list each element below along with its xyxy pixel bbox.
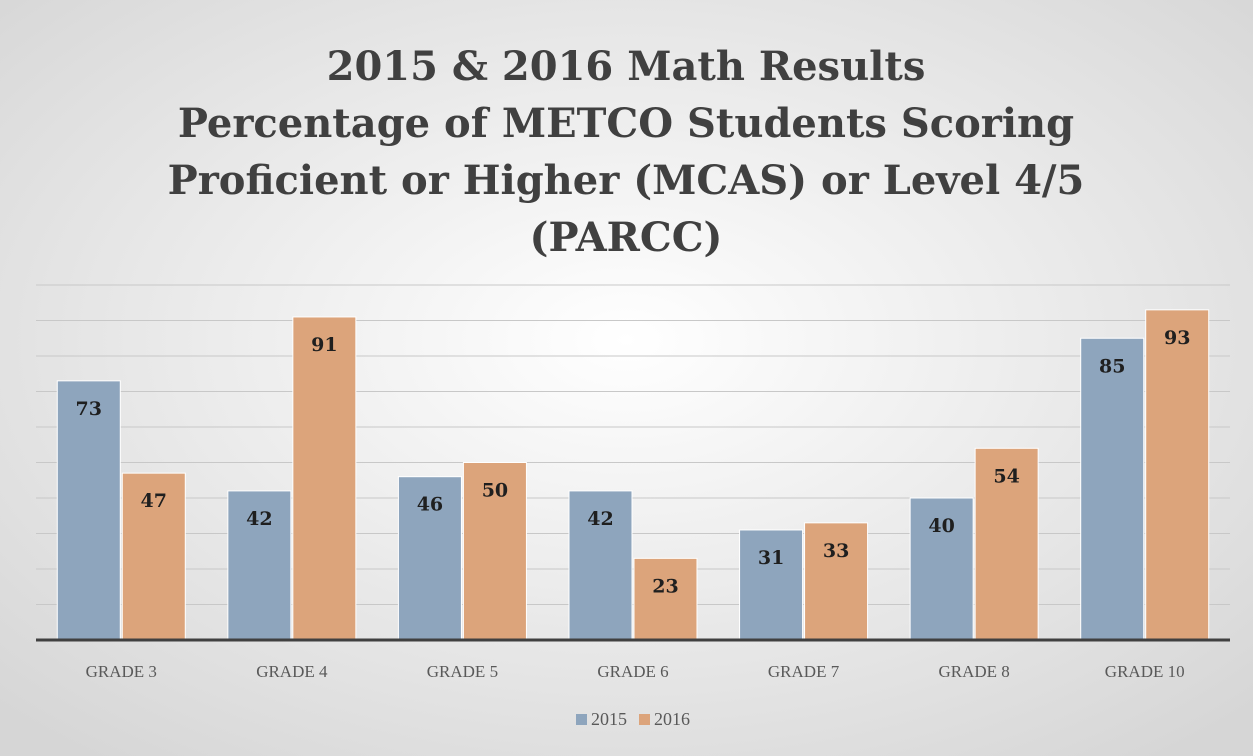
bar [909,497,974,641]
data-label: 54 [993,465,1019,487]
legend-swatch [639,714,650,725]
data-label: 47 [141,490,167,512]
bar [804,522,869,641]
data-label: 93 [1164,327,1190,349]
x-tick-label: GRADE 3 [86,662,157,681]
legend-label: 2015 [591,709,627,729]
bar [1080,337,1145,641]
data-label: 42 [587,508,613,530]
bar [739,529,804,641]
x-tick-label: GRADE 4 [256,662,328,681]
bar [227,490,292,641]
data-label: 23 [652,575,678,597]
x-tick-label: GRADE 7 [768,662,840,681]
chart-title: (PARCC) [530,214,723,261]
x-tick-label: GRADE 8 [938,662,1009,681]
bar [292,316,357,641]
chart-title: Percentage of METCO Students Scoring [178,100,1074,147]
bar [397,476,462,641]
chart-title: 2015 & 2016 Math Results [327,43,926,90]
x-tick-label: GRADE 5 [427,662,498,681]
legend-swatch [576,714,587,725]
x-tick-label: GRADE 10 [1105,662,1185,681]
data-label: 33 [823,540,849,562]
bar [1145,309,1210,641]
bar [121,472,186,641]
bar [56,380,121,641]
x-tick-label: GRADE 6 [597,662,668,681]
data-label: 73 [76,398,102,420]
data-label: 85 [1099,355,1125,377]
bar [462,462,527,641]
data-label: 50 [482,480,508,502]
legend-label: 2016 [654,709,690,729]
bar [974,447,1039,641]
data-label: 91 [311,334,337,356]
data-label: 46 [417,494,443,516]
data-label: 42 [246,508,272,530]
bar [633,557,698,641]
bar [568,490,633,641]
data-label: 40 [928,515,954,537]
chart-title: Proficient or Higher (MCAS) or Level 4/5 [168,157,1085,204]
data-label: 31 [758,547,784,569]
